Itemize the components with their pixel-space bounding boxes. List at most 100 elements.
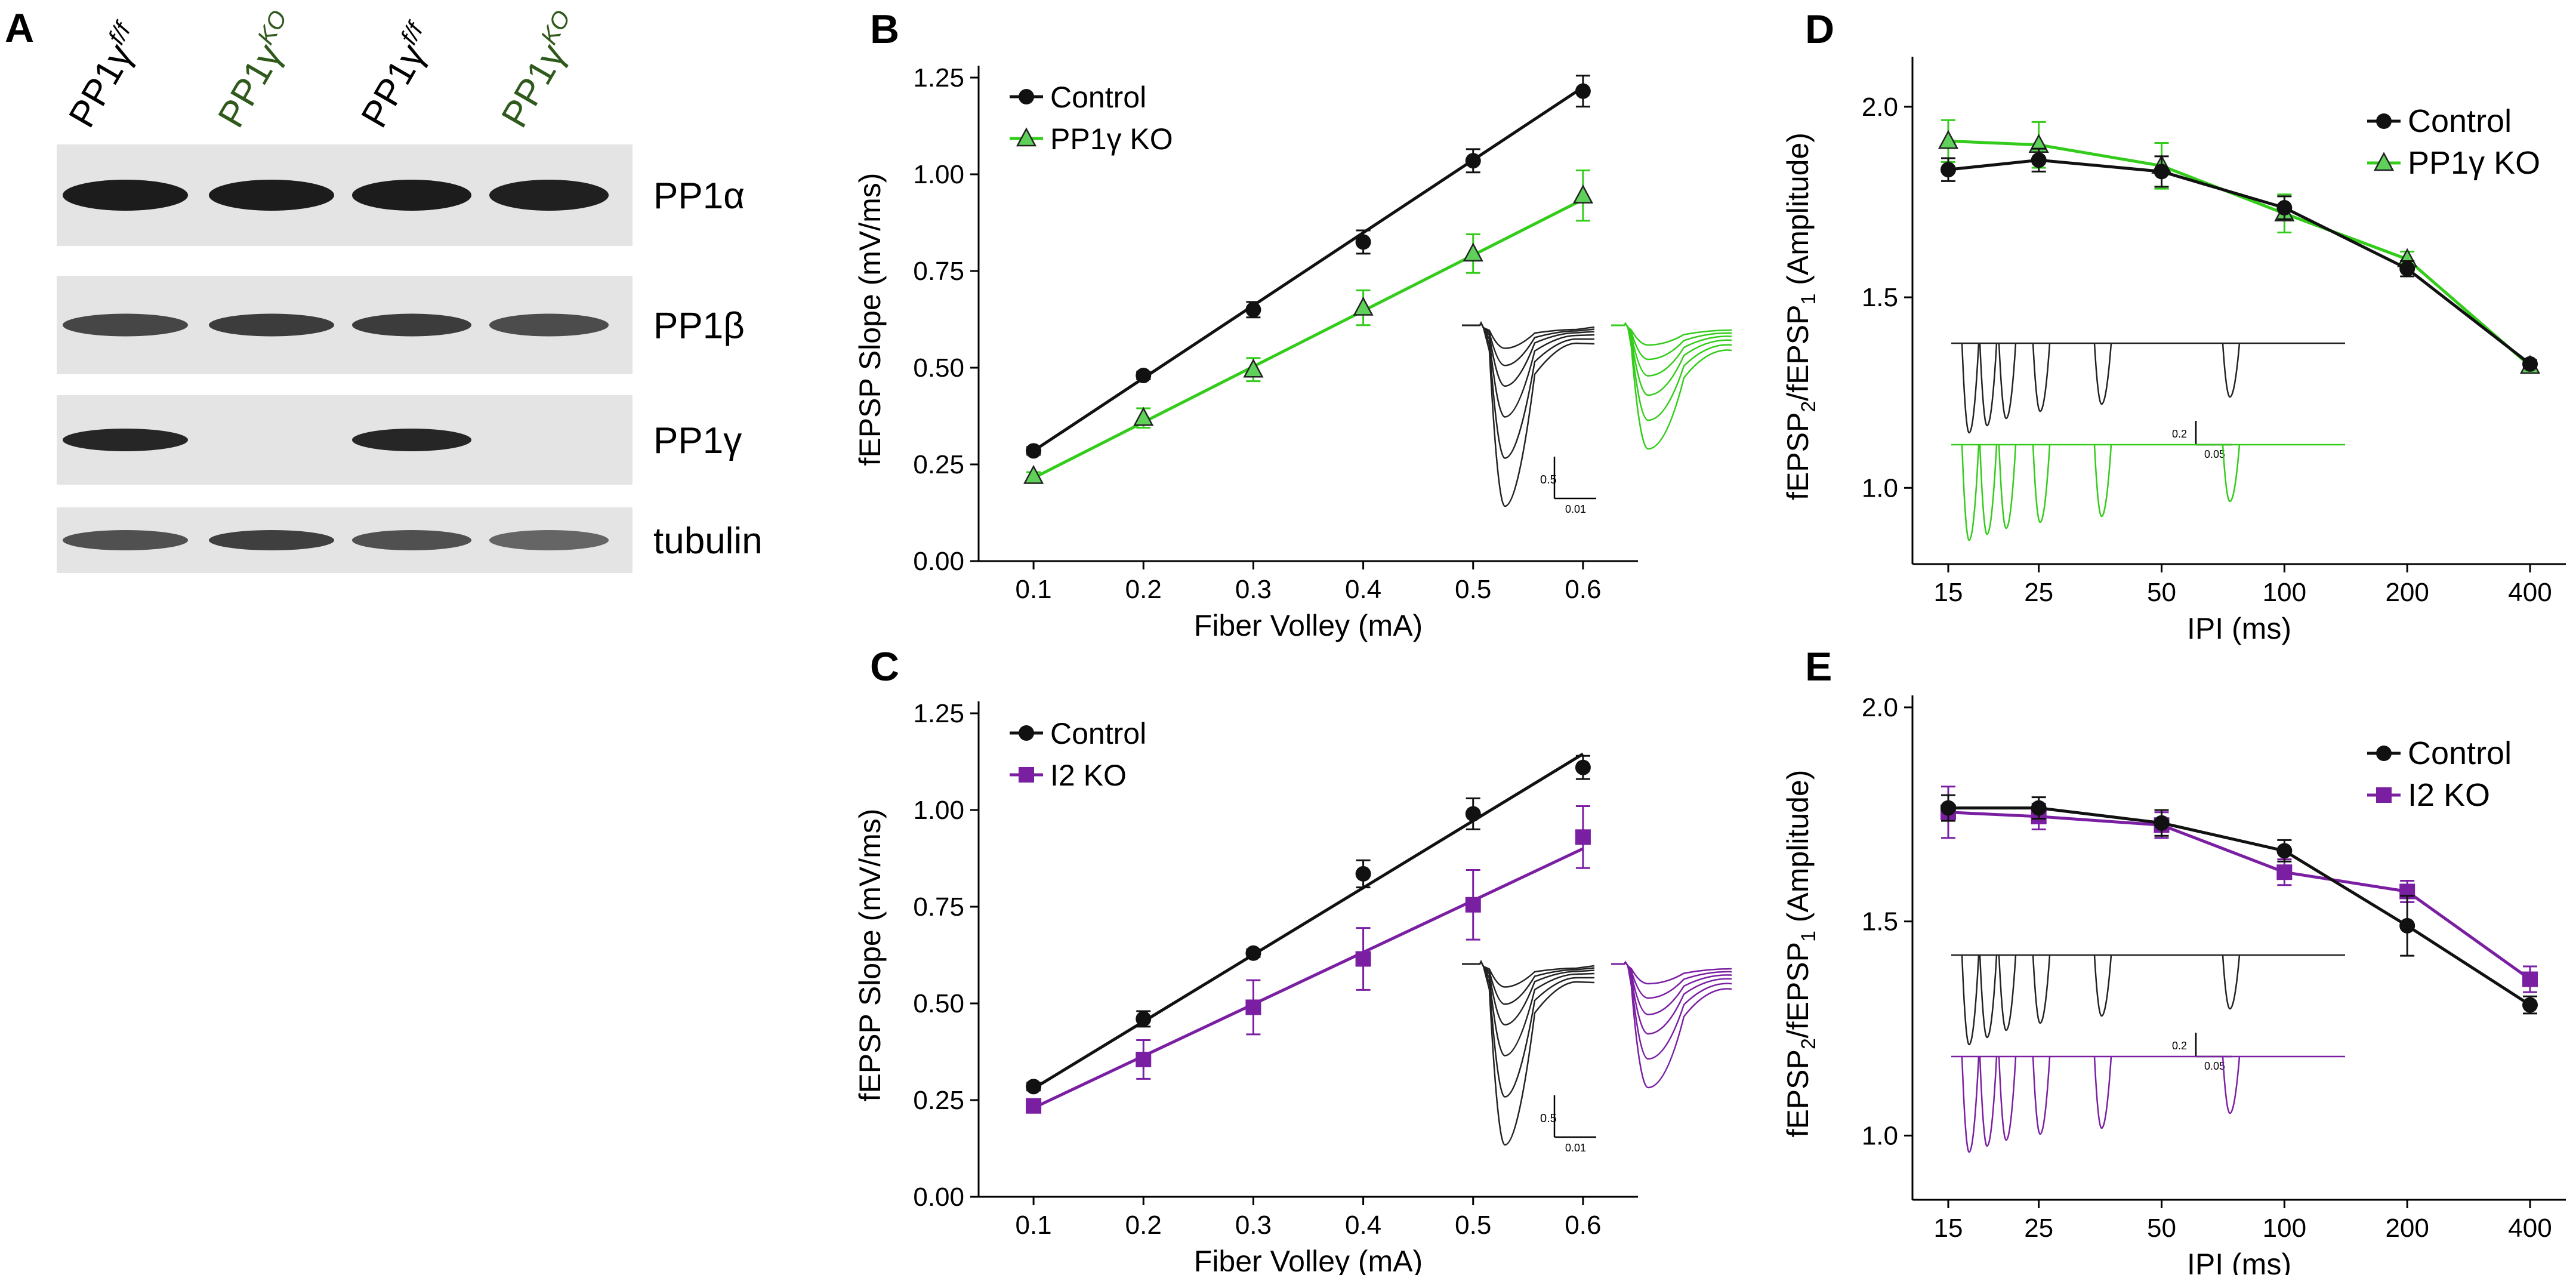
fit-line xyxy=(1032,752,1584,1090)
data-point xyxy=(1353,296,1374,316)
inset-trace-ko xyxy=(1611,960,1732,1060)
inset-trace-control xyxy=(1961,343,1980,434)
y-tick-label: 1.25 xyxy=(913,699,964,728)
series-line xyxy=(1948,811,2531,981)
y-axis-label-part: /fEPSP xyxy=(1781,305,1815,401)
x-axis-label: Fiber Volley (mA) xyxy=(1194,1245,1423,1275)
lane-label: PP1γKO xyxy=(208,6,307,134)
inset-trace-ko xyxy=(2222,1056,2241,1114)
x-tick-label: 25 xyxy=(2024,578,2053,607)
x-tick-label: 15 xyxy=(1934,578,1963,607)
inset-trace-ko xyxy=(1611,960,1732,1089)
inset-trace-control xyxy=(1462,321,1595,418)
data-point xyxy=(1941,162,1956,178)
blot-band xyxy=(352,530,471,550)
inset-trace-ko xyxy=(2093,1056,2112,1129)
panel-b: B 0.000.250.500.751.001.250.1 0.2 0.3 0.4 0.… xyxy=(853,7,1732,642)
series-control xyxy=(1941,147,2538,372)
legend-marker xyxy=(1019,89,1034,104)
legend-label: Control xyxy=(1050,81,1146,114)
x-tick-label: 0.6 xyxy=(1565,1211,1601,1240)
data-point xyxy=(1133,406,1154,426)
inset-trace-control xyxy=(2222,954,2241,1010)
y-tick-label: 0.75 xyxy=(913,257,964,286)
y-tick-label: 0.25 xyxy=(913,1086,964,1115)
data-point xyxy=(1245,945,1261,961)
y-axis-label-subscript: 2 xyxy=(1797,401,1820,412)
inset-trace-ko xyxy=(1998,444,2017,529)
y-tick-label: 1.5 xyxy=(1862,283,1898,312)
y-axis-label-part: (Amplitude) xyxy=(1781,770,1815,931)
blot-band xyxy=(63,180,188,211)
legend-label: Control xyxy=(1050,717,1146,750)
y-tick-label: 0.00 xyxy=(913,547,964,576)
inset-trace-control xyxy=(2032,954,2051,1024)
data-point xyxy=(1463,242,1483,262)
lane-label-base: PP1γ xyxy=(61,37,141,134)
data-point xyxy=(1136,367,1152,383)
data-point xyxy=(2522,971,2538,987)
panel-e: E 1.0 1.5 2.0 15 25 50 100 200 400 IPI (ms) fEPSP2… xyxy=(1781,644,2566,1275)
inset-trace-ko xyxy=(2032,444,2051,523)
inset-trace-ko xyxy=(1611,322,1732,361)
x-axis-label: Fiber Volley (mA) xyxy=(1194,609,1423,642)
data-point xyxy=(1023,464,1044,484)
data-point xyxy=(1026,1098,1042,1114)
inset-trace-ko xyxy=(1611,322,1732,421)
y-tick-label: 1.0 xyxy=(1862,473,1898,503)
inset-trace-control xyxy=(1462,960,1594,1098)
y-tick-label: 0.00 xyxy=(913,1182,964,1212)
inset-trace-control xyxy=(1462,321,1595,367)
blot-lane-labels: PP1γf/f PP1γKO PP1γf/f PP1γKO xyxy=(61,6,591,134)
inset-trace-ko xyxy=(2093,444,2112,518)
x-tick-label: 100 xyxy=(2263,578,2306,607)
data-point xyxy=(2399,917,2415,934)
inset-trace-ko xyxy=(1611,960,1732,999)
inset-trace-ko xyxy=(1611,322,1732,377)
data-point xyxy=(2154,815,2170,831)
series-ko xyxy=(1023,170,1594,484)
inset-trace-ko xyxy=(1979,1056,1998,1147)
inset-trace-ko xyxy=(1611,322,1732,346)
data-point xyxy=(1355,951,1371,967)
scale-bar-y-label: 0.5 xyxy=(1540,1112,1557,1125)
chart-c: 0.00 0.25 0.50 0.75 1.00 1.25 0.1 0.2 0.3 0.4 0.5 0… xyxy=(853,699,1732,1275)
data-point xyxy=(2522,356,2538,372)
inset-trace-ko xyxy=(1611,960,1732,1015)
x-axis-label: IPI (ms) xyxy=(2187,612,2291,645)
lane-label-base: PP1γ xyxy=(493,37,573,134)
data-point xyxy=(2031,152,2047,168)
fit-line xyxy=(1032,86,1584,452)
y-tick-label: 1.25 xyxy=(913,63,964,93)
x-tick-label: 0.1 xyxy=(1015,1211,1051,1240)
inset-trace-control xyxy=(1979,343,1998,427)
inset-trace-control xyxy=(1462,960,1595,1057)
x-tick-label: 400 xyxy=(2508,578,2552,607)
data-point xyxy=(1465,897,1481,913)
inset-trace-ko xyxy=(2222,444,2241,503)
lane-label: PP1γKO xyxy=(492,6,591,134)
x-tick-label: 400 xyxy=(2508,1214,2552,1243)
chart-e: 1.0 1.5 2.0 15 25 50 100 200 400 IPI (ms) fEPSP2/f… xyxy=(1781,693,2566,1275)
x-tick-label: 25 xyxy=(2024,1214,2053,1243)
inset-trace-control xyxy=(2093,343,2112,405)
series-control xyxy=(1026,75,1591,459)
data-point xyxy=(1136,1051,1152,1067)
panel-d: D 1.0 1.5 2.0 15 25 50 100 200 400 IPI (ms) fEPSP2… xyxy=(1781,7,2566,645)
data-point xyxy=(1245,301,1261,318)
scale-bar-x-label: 0.01 xyxy=(1565,503,1586,515)
inset-trace-control xyxy=(2032,343,2051,412)
inset-trace-control xyxy=(1462,960,1595,1005)
scale-bar-y-label: 0.5 xyxy=(1540,473,1557,486)
legend-label: I2 KO xyxy=(2408,777,2490,813)
y-axis-label-part: /fEPSP xyxy=(1781,942,1815,1038)
inset-trace-control xyxy=(1462,960,1595,988)
legend-marker xyxy=(1019,725,1034,741)
blot-band xyxy=(209,180,334,211)
legend: Control I2 KO xyxy=(2367,735,2512,813)
inset-trace-ko xyxy=(1611,960,1732,985)
data-point xyxy=(1938,130,1959,149)
blot-band xyxy=(209,530,334,550)
blot-band xyxy=(489,180,609,211)
